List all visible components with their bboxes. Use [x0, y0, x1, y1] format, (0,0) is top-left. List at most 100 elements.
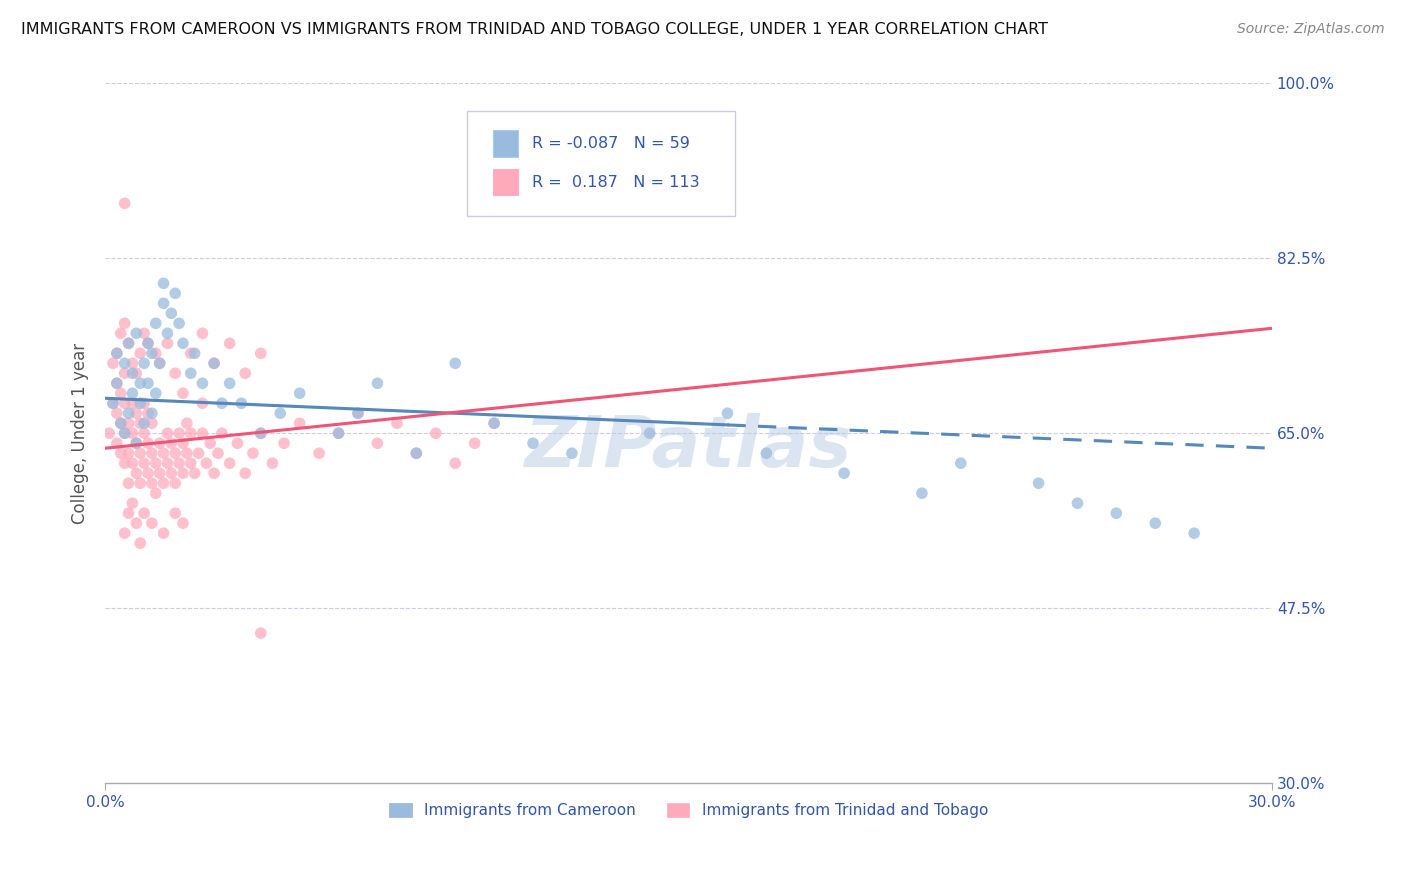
- Point: [156, 426, 179, 441]
- Point: [273, 436, 295, 450]
- Point: [105, 406, 128, 420]
- Point: [425, 426, 447, 441]
- Point: [218, 376, 240, 391]
- Point: [183, 467, 205, 481]
- Point: [187, 446, 209, 460]
- Text: ZIPatlas: ZIPatlas: [524, 413, 852, 482]
- Point: [114, 396, 136, 410]
- Point: [200, 436, 222, 450]
- Point: [233, 467, 256, 481]
- Point: [125, 436, 148, 450]
- Point: [176, 416, 198, 430]
- Point: [145, 386, 167, 401]
- Point: [132, 326, 155, 341]
- Point: [444, 356, 467, 370]
- Point: [125, 326, 148, 341]
- Point: [110, 416, 132, 430]
- Point: [129, 346, 152, 360]
- Point: [129, 396, 152, 410]
- Point: [160, 467, 183, 481]
- Point: [132, 396, 155, 410]
- Point: [141, 346, 163, 360]
- Point: [125, 436, 148, 450]
- Point: [114, 526, 136, 541]
- Point: [141, 476, 163, 491]
- Point: [129, 446, 152, 460]
- Point: [129, 376, 152, 391]
- Point: [755, 446, 778, 460]
- Point: [117, 416, 139, 430]
- Point: [1028, 476, 1050, 491]
- Point: [121, 426, 143, 441]
- Point: [145, 456, 167, 470]
- Point: [207, 446, 229, 460]
- Point: [129, 476, 152, 491]
- Point: [183, 346, 205, 360]
- Point: [156, 336, 179, 351]
- Point: [180, 426, 202, 441]
- Point: [172, 436, 194, 450]
- Point: [385, 416, 408, 430]
- Point: [242, 446, 264, 460]
- Point: [121, 456, 143, 470]
- Point: [114, 316, 136, 330]
- Point: [110, 416, 132, 430]
- Point: [149, 436, 172, 450]
- Point: [249, 426, 271, 441]
- Point: [136, 336, 159, 351]
- Point: [167, 426, 190, 441]
- Point: [949, 456, 972, 470]
- Point: [482, 416, 505, 430]
- Bar: [492, 130, 519, 157]
- Point: [180, 366, 202, 380]
- Point: [180, 456, 202, 470]
- Point: [121, 396, 143, 410]
- Point: [165, 446, 187, 460]
- Point: [1105, 506, 1128, 520]
- Point: [117, 336, 139, 351]
- Point: [101, 396, 124, 410]
- Point: [172, 516, 194, 531]
- Point: [101, 356, 124, 370]
- Point: [114, 456, 136, 470]
- Point: [832, 467, 855, 481]
- Point: [233, 366, 256, 380]
- Point: [132, 416, 155, 430]
- Point: [136, 336, 159, 351]
- Point: [125, 516, 148, 531]
- Point: [132, 426, 155, 441]
- Point: [117, 476, 139, 491]
- Point: [152, 296, 174, 310]
- Point: [269, 406, 291, 420]
- Point: [125, 406, 148, 420]
- Point: [172, 467, 194, 481]
- Text: R =  0.187   N = 113: R = 0.187 N = 113: [533, 175, 700, 190]
- Point: [136, 376, 159, 391]
- Point: [114, 196, 136, 211]
- Point: [176, 446, 198, 460]
- Point: [218, 336, 240, 351]
- Point: [149, 467, 172, 481]
- Point: [152, 446, 174, 460]
- Point: [444, 456, 467, 470]
- Point: [129, 536, 152, 550]
- Point: [110, 386, 132, 401]
- Point: [141, 446, 163, 460]
- Point: [167, 456, 190, 470]
- Point: [172, 336, 194, 351]
- Point: [522, 436, 544, 450]
- Point: [211, 396, 233, 410]
- Point: [160, 306, 183, 320]
- Point: [136, 467, 159, 481]
- Point: [202, 467, 225, 481]
- Point: [202, 356, 225, 370]
- Point: [117, 336, 139, 351]
- Point: [347, 406, 370, 420]
- Point: [172, 386, 194, 401]
- Point: [165, 366, 187, 380]
- Point: [149, 356, 172, 370]
- Point: [561, 446, 583, 460]
- Point: [121, 496, 143, 510]
- Point: [105, 436, 128, 450]
- Point: [145, 486, 167, 500]
